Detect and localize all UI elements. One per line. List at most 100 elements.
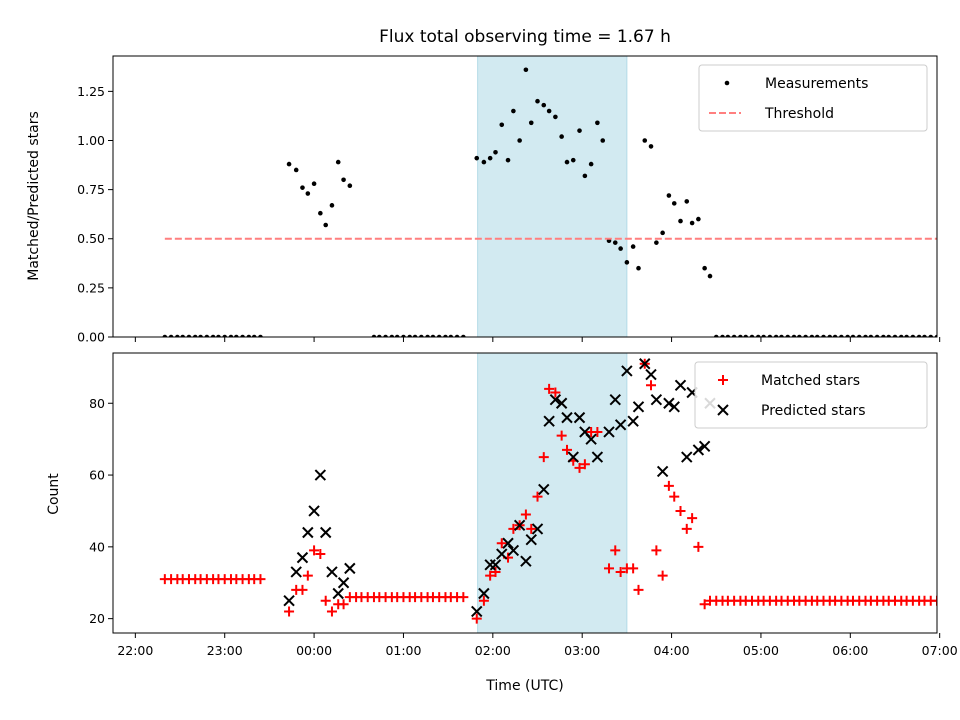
- x-tick-label: 22:00: [117, 643, 153, 658]
- x-tick-label: 01:00: [385, 643, 421, 658]
- matched-star-marker: [592, 426, 603, 437]
- predicted-star-marker: [609, 393, 621, 406]
- matched-star-marker: [478, 595, 489, 606]
- measurement-point: [394, 334, 400, 337]
- measurement-point: [553, 114, 558, 120]
- measurement-point: [648, 144, 654, 149]
- measurement-point: [874, 334, 880, 337]
- measurement-point: [928, 334, 934, 337]
- measurement-point: [678, 218, 683, 224]
- measurement-point: [541, 102, 547, 108]
- measurement-point: [246, 334, 252, 337]
- predicted-star-marker: [302, 526, 314, 539]
- predicted-star-marker: [639, 358, 651, 370]
- matched-star-marker: [950, 596, 960, 606]
- measurement-point: [922, 334, 927, 337]
- measurement-point: [335, 159, 341, 165]
- measurement-point: [904, 334, 909, 337]
- measurement-point: [845, 334, 850, 337]
- measurement-point: [612, 240, 618, 245]
- measurement-point: [564, 159, 570, 165]
- measurement-point: [916, 334, 922, 337]
- matched-star-marker: [681, 523, 692, 534]
- matched-star-marker: [932, 595, 937, 606]
- matched-star-marker: [532, 491, 543, 502]
- matched-star-marker: [579, 459, 590, 470]
- predicted-star-marker: [326, 566, 338, 578]
- predicted-star-marker: [332, 587, 344, 600]
- measurement-point: [738, 334, 743, 337]
- measurement-point: [251, 334, 257, 337]
- matched-star-marker: [458, 592, 469, 603]
- bottom-y-axis-label: Count: [46, 473, 62, 515]
- measurement-point: [892, 334, 898, 337]
- measurement-point: [258, 334, 263, 337]
- predicted-star-marker: [296, 551, 309, 564]
- legend-item: Measurements: [724, 76, 868, 92]
- predicted-star-marker: [585, 433, 597, 445]
- measurement-point: [412, 334, 418, 337]
- measurement-point: [725, 334, 731, 337]
- matched-star-marker: [309, 545, 320, 556]
- predicted-star-marker: [627, 415, 639, 427]
- measurement-point: [487, 155, 493, 161]
- matched-star-marker: [338, 599, 349, 610]
- predicted-star-marker: [621, 365, 633, 377]
- measurement-point: [713, 334, 719, 337]
- predicted-star-marker: [645, 368, 657, 381]
- measurement-point: [461, 334, 466, 337]
- measurement-point: [407, 334, 413, 337]
- measurement-point: [666, 193, 672, 198]
- legend-item: Predicted stars: [717, 403, 866, 419]
- y-tick-label: 0.75: [77, 182, 105, 197]
- measurement-point: [454, 334, 460, 337]
- matched-star-marker: [610, 545, 621, 556]
- measurement-point: [210, 334, 216, 337]
- measurement-point: [791, 334, 797, 337]
- measurement-point: [689, 220, 695, 226]
- matched-star-marker: [255, 574, 266, 585]
- predicted-star-marker: [543, 415, 555, 427]
- predicted-star-marker: [674, 379, 687, 392]
- measurement-point: [696, 216, 701, 222]
- matched-star-marker: [675, 505, 686, 516]
- measurement-point: [186, 334, 192, 337]
- measurement-point: [377, 334, 382, 337]
- measurement-point: [898, 334, 904, 337]
- matched-star-marker: [471, 613, 482, 624]
- measurement-point: [946, 335, 951, 340]
- predicted-star-marker: [650, 393, 663, 406]
- measurement-point: [570, 157, 576, 163]
- predicted-star-marker: [502, 537, 514, 549]
- measurement-point: [814, 334, 820, 337]
- measurement-point: [624, 260, 630, 265]
- y-tick-label: 1.00: [77, 133, 105, 148]
- measurement-point: [535, 98, 540, 104]
- predicted-star-marker: [344, 562, 356, 575]
- measurement-point: [323, 222, 329, 228]
- measurement-point: [761, 334, 766, 337]
- measurement-point: [162, 334, 168, 337]
- y-tick-label: 0.50: [77, 231, 105, 246]
- measurement-point: [499, 122, 505, 128]
- predicted-star-marker: [698, 440, 711, 453]
- measurement-point: [910, 334, 916, 337]
- measurement-point: [809, 334, 815, 337]
- measurement-point: [240, 334, 245, 337]
- matched-star-marker: [550, 387, 561, 398]
- predicted-star-marker: [561, 411, 573, 424]
- measurement-point: [474, 155, 480, 161]
- legend-box: [698, 64, 928, 132]
- y-tick-label: 40: [89, 539, 105, 554]
- measurement-point: [886, 334, 892, 337]
- predicted-star-marker: [538, 483, 550, 496]
- x-tick-label: 23:00: [207, 643, 243, 658]
- matched-star-marker: [944, 596, 954, 606]
- measurement-point: [204, 334, 210, 337]
- measurement-point: [803, 334, 808, 337]
- measurement-point: [311, 181, 317, 187]
- measurement-point: [389, 334, 395, 337]
- predicted-star-marker: [283, 594, 295, 607]
- measurement-point: [868, 334, 874, 337]
